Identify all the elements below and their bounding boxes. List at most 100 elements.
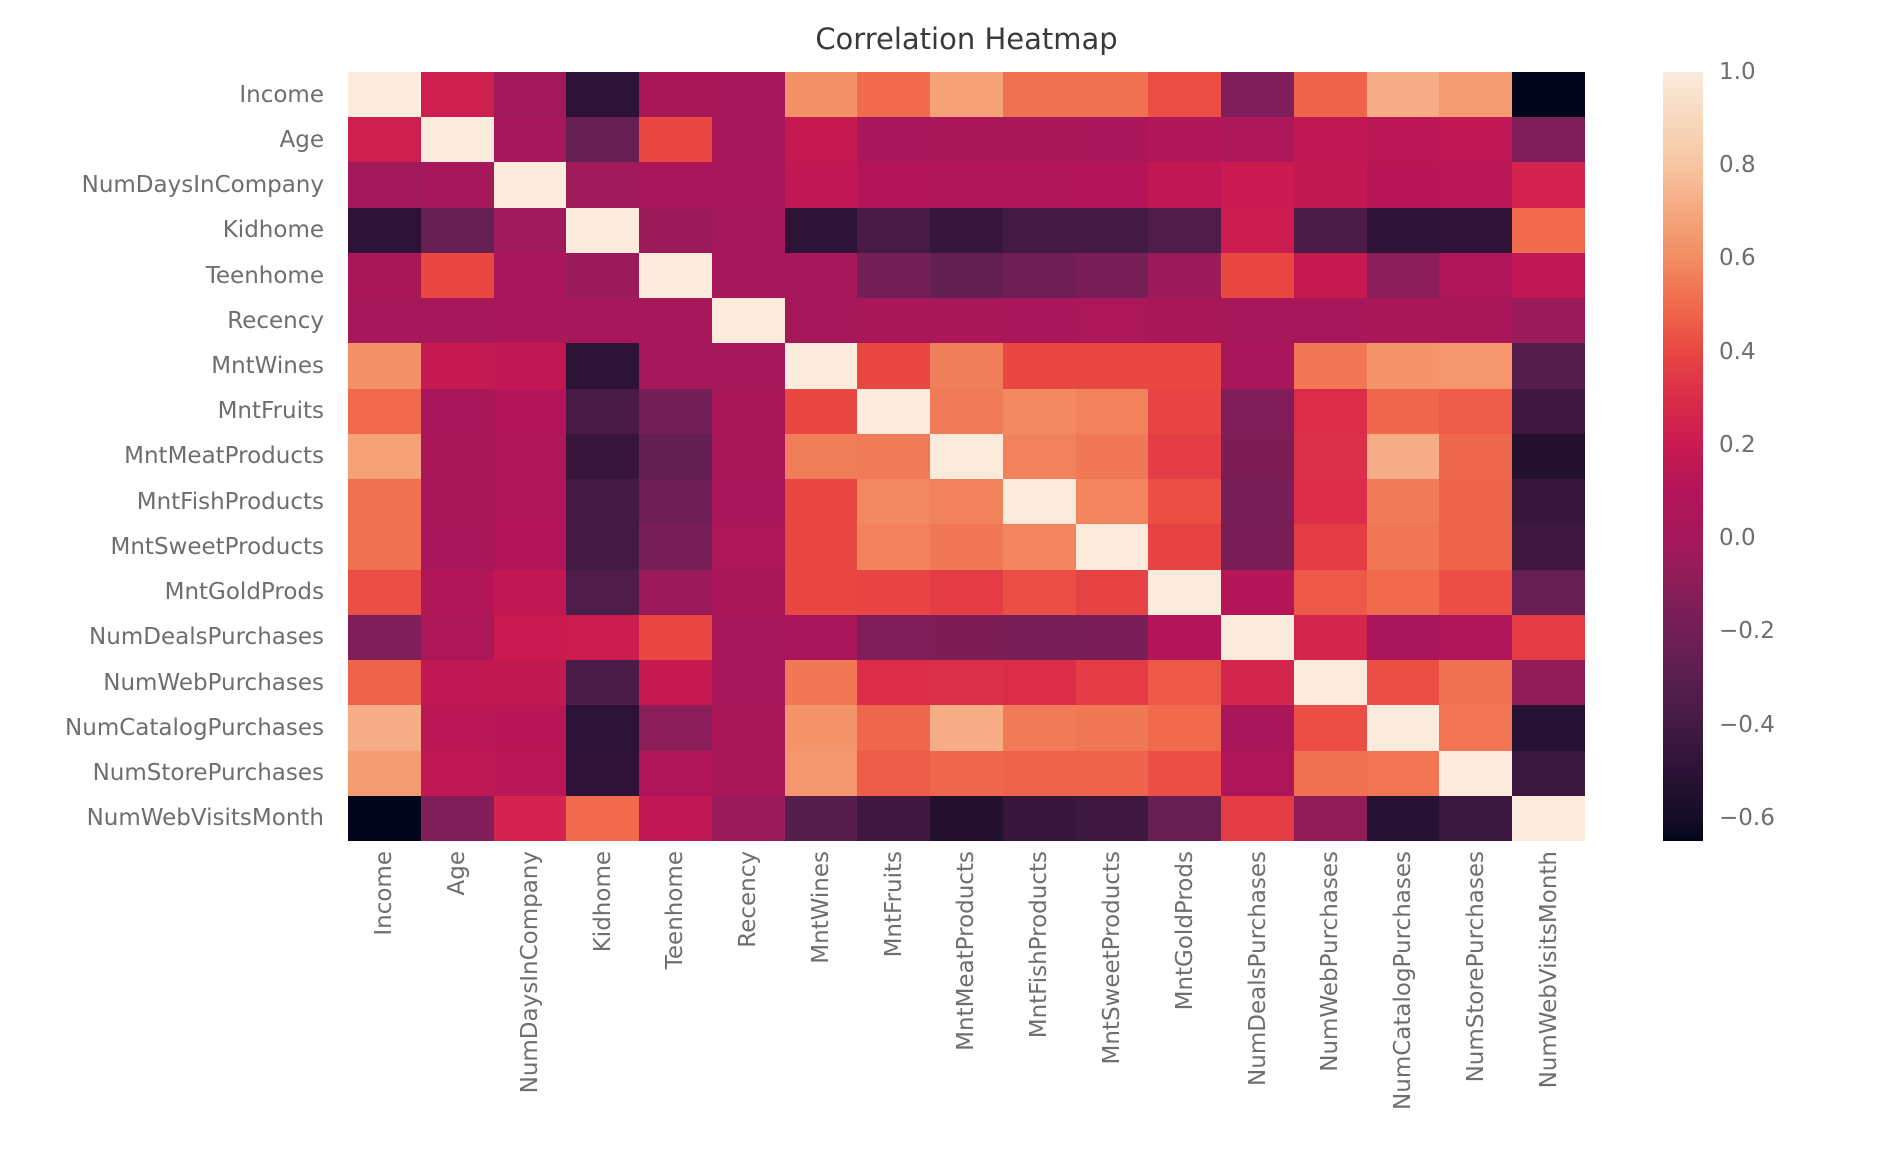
heatmap-cell xyxy=(1148,343,1222,389)
heatmap-cell xyxy=(1002,298,1076,344)
colorbar-tick-label: −0.4 xyxy=(1719,711,1775,738)
heatmap-cell xyxy=(348,298,421,344)
x-tick-label-text: MntSweetProducts xyxy=(1099,851,1126,1065)
heatmap-cell xyxy=(1148,795,1222,841)
y-tick-label: NumWebVisitsMonth xyxy=(86,805,324,832)
heatmap-cell xyxy=(1512,660,1585,706)
heatmap-cell xyxy=(1366,524,1440,570)
heatmap-cell xyxy=(1293,795,1367,841)
heatmap-cell xyxy=(784,614,858,661)
y-tick-label: NumDealsPurchases xyxy=(89,624,324,651)
heatmap-cell xyxy=(857,117,931,163)
heatmap-cell xyxy=(930,524,1003,570)
x-axis-tick-labels: Income Age NumDaysInCompany Kidhome Teenhome… xyxy=(348,851,1585,1171)
heatmap-cell xyxy=(1148,660,1222,706)
heatmap-cell xyxy=(1075,72,1149,118)
heatmap-cell xyxy=(639,524,712,570)
heatmap-cell xyxy=(1366,614,1440,661)
y-tick-label: Recency xyxy=(227,307,324,334)
heatmap-cell xyxy=(1148,252,1222,299)
heatmap-cell xyxy=(1075,207,1149,253)
heatmap-cell xyxy=(930,433,1003,480)
heatmap-cell xyxy=(1366,162,1440,208)
heatmap-cell xyxy=(1002,72,1076,118)
heatmap-cell xyxy=(1221,614,1294,661)
heatmap-cell xyxy=(930,750,1003,796)
heatmap-cell xyxy=(1221,479,1294,525)
y-tick-label: MntFishProducts xyxy=(136,488,324,515)
heatmap-cell xyxy=(1148,72,1222,118)
heatmap-cell xyxy=(1075,750,1149,796)
y-tick-label: MntGoldProds xyxy=(164,579,324,606)
heatmap-cell xyxy=(784,388,858,434)
heatmap-grid xyxy=(348,72,1585,841)
heatmap-cell xyxy=(1148,614,1222,661)
heatmap-cell xyxy=(1293,660,1367,706)
heatmap-cell xyxy=(639,795,712,841)
heatmap-cell xyxy=(1512,750,1585,796)
heatmap-cell xyxy=(348,117,421,163)
colorbar-tick-label: 0.6 xyxy=(1719,245,1756,272)
heatmap-cell xyxy=(857,207,931,253)
heatmap-cell xyxy=(493,660,567,706)
y-tick-label: NumCatalogPurchases xyxy=(65,714,324,741)
heatmap-cell xyxy=(1075,479,1149,525)
heatmap-cell xyxy=(784,660,858,706)
heatmap-cell xyxy=(1439,795,1513,841)
heatmap-cell xyxy=(493,298,567,344)
heatmap-cell xyxy=(1512,72,1585,118)
heatmap-cell xyxy=(857,795,931,841)
heatmap-cell xyxy=(1221,569,1294,615)
x-tick-label: NumWebPurchases xyxy=(1294,851,1367,1171)
heatmap-cell xyxy=(930,207,1003,253)
y-tick-label: Age xyxy=(279,126,324,153)
heatmap-cell xyxy=(1512,162,1585,208)
heatmap-cell xyxy=(1293,388,1367,434)
heatmap-cell xyxy=(566,660,640,706)
heatmap-cell xyxy=(1366,750,1440,796)
heatmap-cell xyxy=(493,117,567,163)
heatmap-cell xyxy=(420,705,494,751)
x-tick-label-text: MntMeatProducts xyxy=(953,851,980,1051)
x-tick-label: Income xyxy=(348,851,421,1171)
heatmap-cell xyxy=(1221,433,1294,480)
heatmap-cell xyxy=(857,388,931,434)
x-tick-label: NumStorePurchases xyxy=(1439,851,1512,1171)
heatmap-cell xyxy=(1439,524,1513,570)
heatmap-cell xyxy=(1221,298,1294,344)
x-tick-label: MntSweetProducts xyxy=(1076,851,1149,1171)
heatmap-cell xyxy=(711,433,785,480)
heatmap-cell xyxy=(493,343,567,389)
heatmap-cell xyxy=(1075,252,1149,299)
heatmap-cell xyxy=(784,524,858,570)
heatmap-cell xyxy=(1075,298,1149,344)
heatmap-cell xyxy=(1512,479,1585,525)
heatmap-cell xyxy=(1002,524,1076,570)
heatmap-cell xyxy=(348,433,421,480)
heatmap-cell xyxy=(348,660,421,706)
x-tick-label: MntMeatProducts xyxy=(930,851,1003,1171)
heatmap-cell xyxy=(493,162,567,208)
heatmap-cell xyxy=(711,162,785,208)
heatmap-cell xyxy=(1293,614,1367,661)
heatmap-cell xyxy=(930,72,1003,118)
heatmap-cell xyxy=(1002,479,1076,525)
x-tick-label: MntGoldProds xyxy=(1148,851,1221,1171)
heatmap-cell xyxy=(1075,569,1149,615)
heatmap-cell xyxy=(1221,795,1294,841)
colorbar-tick-label: 0.0 xyxy=(1719,525,1756,552)
x-tick-label-text: MntGoldProds xyxy=(1171,851,1198,1011)
heatmap-cell xyxy=(711,298,785,344)
x-tick-label: MntFruits xyxy=(857,851,930,1171)
heatmap-cell xyxy=(420,750,494,796)
heatmap-cell xyxy=(566,162,640,208)
heatmap-cell xyxy=(1512,343,1585,389)
heatmap-cell xyxy=(420,72,494,118)
x-tick-label-text: Age xyxy=(444,851,471,896)
heatmap-cell xyxy=(348,750,421,796)
y-axis-tick-labels: Income Age NumDaysInCompany Kidhome Teenhome… xyxy=(0,72,336,841)
heatmap-cell xyxy=(1148,388,1222,434)
colorbar-tick-labels: 1.0 0.8 0.6 0.4 0.2 0.0 −0.2 −0.4 −0.6 xyxy=(1719,59,1819,841)
heatmap-cell xyxy=(1512,433,1585,480)
heatmap-cell xyxy=(1293,524,1367,570)
